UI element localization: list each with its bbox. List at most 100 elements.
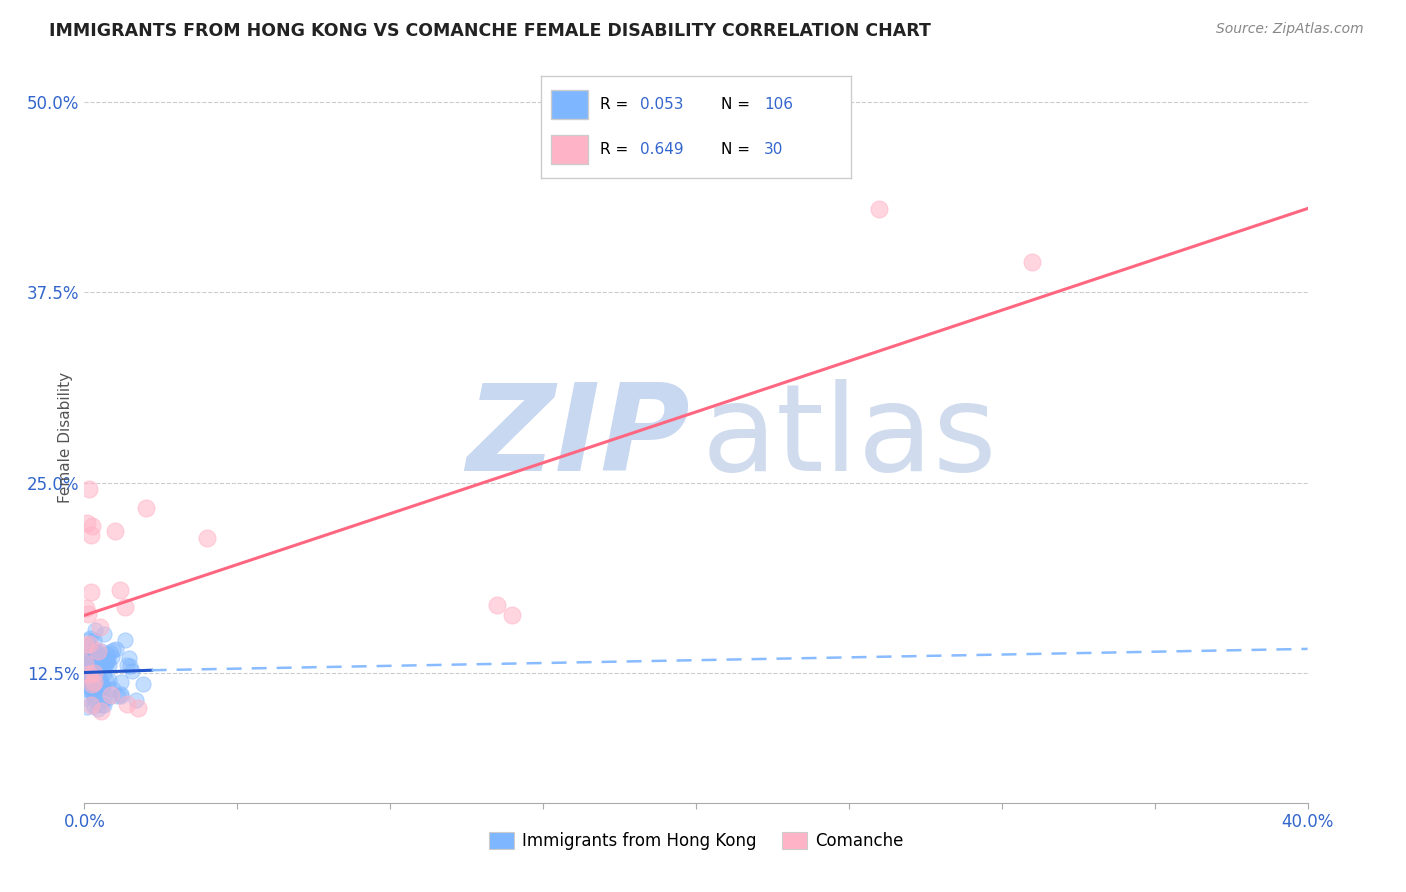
Point — [77, 645, 100, 659]
Point — [82, 678, 104, 692]
Point — [77, 671, 100, 685]
FancyBboxPatch shape — [551, 136, 588, 164]
Point — [83, 662, 105, 676]
Point — [73, 674, 96, 689]
Point — [79, 636, 101, 650]
Point — [79, 631, 101, 645]
Point — [84, 665, 107, 680]
Point — [120, 659, 142, 673]
Point — [107, 689, 129, 703]
Point — [82, 680, 104, 694]
Text: ZIP: ZIP — [467, 378, 690, 496]
Point — [90, 652, 112, 666]
Text: R =: R = — [600, 142, 633, 157]
Point — [77, 633, 100, 648]
Point — [76, 677, 98, 691]
Point — [82, 656, 104, 670]
Text: 0.053: 0.053 — [640, 97, 683, 112]
Text: atlas: atlas — [702, 378, 998, 496]
Point — [96, 648, 118, 662]
Point — [84, 673, 107, 688]
Point — [75, 648, 97, 663]
Point — [82, 663, 104, 677]
Point — [98, 645, 121, 659]
Point — [76, 680, 98, 694]
Point — [79, 658, 101, 673]
Point — [75, 670, 97, 684]
Point — [121, 665, 143, 679]
Point — [75, 655, 97, 669]
Point — [869, 202, 891, 216]
Point — [486, 598, 509, 612]
Point — [96, 652, 118, 666]
Point — [127, 701, 149, 715]
Point — [79, 527, 101, 541]
Point — [83, 698, 105, 713]
Point — [98, 657, 121, 672]
Point — [103, 642, 125, 657]
Point — [101, 681, 124, 696]
Point — [82, 688, 104, 702]
Point — [87, 670, 110, 684]
Point — [115, 657, 138, 672]
Text: Source: ZipAtlas.com: Source: ZipAtlas.com — [1216, 22, 1364, 37]
Point — [97, 681, 120, 696]
Point — [84, 670, 107, 684]
Point — [86, 647, 108, 661]
Point — [80, 661, 103, 675]
Point — [124, 693, 146, 707]
Point — [82, 661, 104, 675]
Point — [96, 655, 118, 669]
Point — [118, 651, 141, 665]
Point — [114, 633, 136, 648]
Point — [83, 647, 105, 661]
Point — [132, 677, 155, 691]
Point — [108, 582, 131, 597]
Point — [77, 666, 100, 681]
Point — [75, 600, 97, 615]
Point — [80, 672, 103, 686]
Point — [83, 676, 105, 690]
Point — [79, 680, 101, 694]
Point — [76, 669, 98, 683]
Point — [80, 678, 103, 692]
Text: N =: N = — [721, 142, 755, 157]
Point — [98, 673, 121, 688]
Point — [94, 656, 117, 670]
Point — [77, 482, 100, 496]
Point — [105, 642, 128, 657]
Point — [87, 702, 110, 716]
Point — [83, 662, 105, 676]
Point — [83, 647, 105, 661]
Point — [90, 681, 112, 695]
Legend: Immigrants from Hong Kong, Comanche: Immigrants from Hong Kong, Comanche — [482, 825, 910, 856]
Point — [84, 665, 107, 679]
Point — [83, 680, 105, 694]
Point — [73, 673, 96, 687]
Point — [82, 666, 104, 681]
Point — [195, 531, 218, 545]
Point — [94, 673, 117, 687]
Text: N =: N = — [721, 97, 755, 112]
Point — [90, 676, 112, 690]
Point — [91, 680, 114, 694]
Point — [84, 624, 107, 638]
Point — [82, 519, 104, 533]
Point — [110, 675, 132, 690]
Point — [91, 693, 114, 707]
Point — [93, 666, 115, 681]
Point — [80, 584, 103, 599]
Point — [75, 638, 97, 652]
Point — [80, 653, 103, 667]
Point — [80, 698, 103, 712]
Point — [77, 607, 100, 621]
Point — [84, 667, 107, 681]
Text: 106: 106 — [763, 97, 793, 112]
Point — [89, 620, 111, 634]
Point — [75, 691, 97, 706]
Point — [83, 665, 105, 680]
Point — [100, 688, 122, 702]
Point — [94, 657, 117, 672]
Point — [79, 659, 101, 673]
Point — [117, 698, 139, 712]
